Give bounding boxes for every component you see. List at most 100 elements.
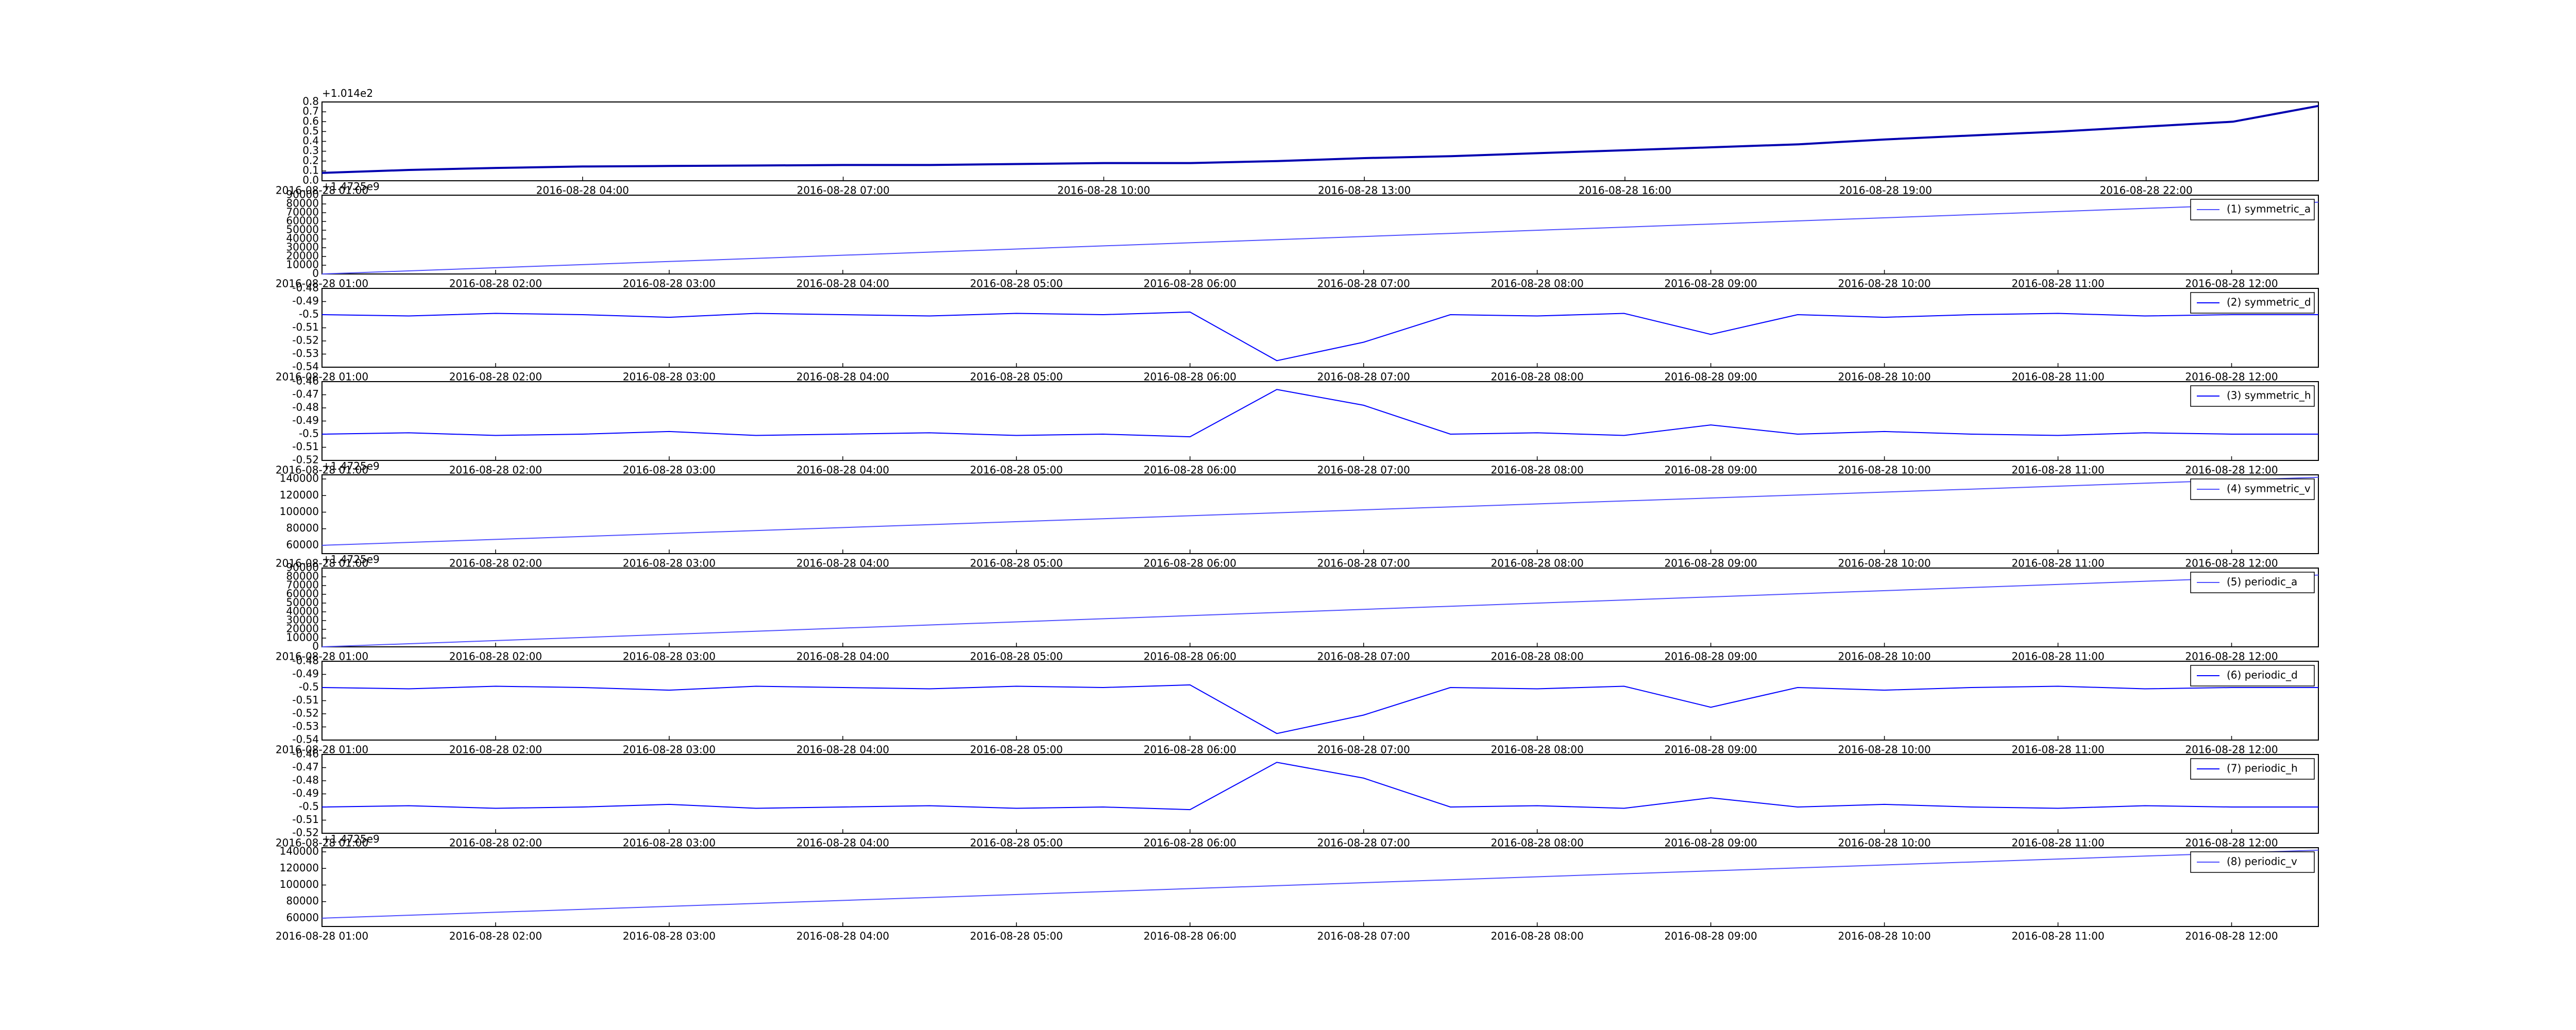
- x-tick-label: 2016-08-28 05:00: [970, 278, 1063, 290]
- x-tick-label: 2016-08-28 12:00: [2185, 464, 2278, 476]
- x-tick-label: 2016-08-28 02:00: [449, 278, 542, 290]
- x-tick-label: 2016-08-28 02:00: [449, 744, 542, 756]
- subplot: -0.54-0.53-0.52-0.51-0.5-0.49-0.48 2016-0…: [276, 655, 2319, 756]
- x-tick-label: 2016-08-28 07:00: [796, 184, 889, 197]
- subplot: -0.54-0.53-0.52-0.51-0.5-0.49-0.48 2016-0…: [276, 282, 2319, 383]
- x-tick-label: 2016-08-28 10:00: [1838, 837, 1930, 849]
- y-tick-label: 0.0: [302, 174, 319, 186]
- offset-text: +1.4725e9: [322, 833, 380, 845]
- x-tick-label: 2016-08-28 11:00: [2011, 278, 2104, 290]
- series-line: [321, 762, 2318, 811]
- legend-label: (8) periodic_v: [2227, 855, 2297, 868]
- y-tick-label: 30000: [286, 614, 319, 626]
- x-tick-label: 2016-08-28 08:00: [1491, 464, 1584, 476]
- x-tick-label: 2016-08-28 01:00: [276, 744, 368, 756]
- x-tick-label: 2016-08-28 12:00: [2185, 557, 2278, 570]
- offset-text: +1.4725e9: [322, 553, 380, 565]
- x-tick-label: 2016-08-28 02:00: [449, 464, 542, 476]
- y-tick-label: -0.49: [292, 667, 319, 680]
- x-tick-label: 2016-08-28 02:00: [449, 650, 542, 663]
- x-tick-label: 2016-08-28 12:00: [2185, 650, 2278, 663]
- y-tick-label: 140000: [280, 845, 319, 857]
- x-tick-label: 2016-08-28 10:00: [1838, 744, 1930, 756]
- x-tick-label: 2016-08-28 07:00: [1317, 557, 1410, 570]
- y-tick-label: 50000: [286, 224, 319, 236]
- y-tick-label: 0.3: [302, 144, 319, 157]
- x-tick-label: 2016-08-28 08:00: [1491, 557, 1584, 570]
- x-tick-label: 2016-08-28 04:00: [796, 744, 889, 756]
- x-tick-label: 2016-08-28 02:00: [449, 930, 542, 942]
- y-tick-label: 80000: [286, 197, 319, 210]
- x-tick-label: 2016-08-28 06:00: [1144, 837, 1236, 849]
- subplot: 0100002000030000400005000060000700008000…: [276, 553, 2319, 663]
- x-tick-label: 2016-08-28 12:00: [2185, 744, 2278, 756]
- x-tick-label: 2016-08-28 03:00: [623, 650, 716, 663]
- x-tick-label: 2016-08-28 01:00: [276, 557, 368, 570]
- x-tick-label: 2016-08-28 12:00: [2185, 837, 2278, 849]
- x-tick-label: 2016-08-28 06:00: [1144, 930, 1236, 942]
- y-tick-label: 60000: [286, 215, 319, 227]
- y-tick-label: 80000: [286, 522, 319, 534]
- x-tick-label: 2016-08-28 11:00: [2011, 464, 2104, 476]
- y-tick-label: 100000: [280, 505, 319, 518]
- y-tick-label: -0.48: [292, 774, 319, 786]
- y-tick-label: 20000: [286, 250, 319, 262]
- plot-frame: [321, 568, 2319, 647]
- plot-frame: [321, 195, 2319, 274]
- x-tick-label: 2016-08-28 19:00: [1839, 184, 1932, 197]
- x-tick-label: 2016-08-28 08:00: [1491, 837, 1584, 849]
- series-line: [321, 389, 2318, 438]
- x-tick-label: 2016-08-28 11:00: [2011, 837, 2104, 849]
- x-tick-label: 2016-08-28 01:00: [276, 184, 368, 197]
- y-tick-label: -0.49: [292, 414, 319, 426]
- y-tick-label: 50000: [286, 596, 319, 609]
- y-tick-label: 30000: [286, 241, 319, 253]
- x-tick-label: 2016-08-28 07:00: [1317, 371, 1410, 383]
- x-tick-label: 2016-08-28 03:00: [623, 744, 716, 756]
- x-tick-label: 2016-08-28 11:00: [2011, 371, 2104, 383]
- plot-frame: [321, 474, 2319, 554]
- offset-text: +1.4725e9: [322, 180, 380, 193]
- y-tick-label: -0.5: [299, 427, 319, 440]
- y-tick-label: -0.51: [292, 440, 319, 453]
- y-tick-label: 70000: [286, 206, 319, 218]
- y-tick-label: 40000: [286, 605, 319, 617]
- y-tick-label: 90000: [286, 188, 319, 201]
- subplot: 0100002000030000400005000060000700008000…: [276, 180, 2319, 290]
- plot-frame: [321, 381, 2319, 461]
- x-tick-label: 2016-08-28 10:00: [1838, 278, 1930, 290]
- x-tick-label: 2016-08-28 06:00: [1144, 371, 1236, 383]
- y-tick-label: 120000: [280, 862, 319, 874]
- x-tick-label: 2016-08-28 12:00: [2185, 930, 2278, 942]
- y-tick-label: -0.48: [292, 655, 319, 667]
- legend-label: (1) symmetric_a: [2227, 203, 2311, 215]
- series-line: [321, 476, 2319, 546]
- y-tick-label: 10000: [286, 259, 319, 271]
- legend-label: (6) periodic_d: [2227, 669, 2298, 681]
- x-tick-label: 2016-08-28 05:00: [970, 464, 1063, 476]
- x-tick-label: 2016-08-28 04:00: [796, 464, 889, 476]
- x-tick-label: 2016-08-28 03:00: [623, 278, 716, 290]
- y-tick-label: 70000: [286, 579, 319, 591]
- series-line: [321, 849, 2319, 919]
- y-tick-label: 0.5: [302, 125, 319, 137]
- plot-frame: [321, 288, 2319, 368]
- x-tick-label: 2016-08-28 11:00: [2011, 744, 2104, 756]
- x-tick-label: 2016-08-28 09:00: [1665, 371, 1757, 383]
- x-tick-label: 2016-08-28 10:00: [1838, 557, 1930, 570]
- x-tick-label: 2016-08-28 04:00: [796, 557, 889, 570]
- x-tick-label: 2016-08-28 07:00: [1317, 650, 1410, 663]
- y-tick-label: 0: [312, 267, 319, 280]
- y-tick-label: -0.46: [292, 748, 319, 760]
- x-tick-label: 2016-08-28 09:00: [1665, 278, 1757, 290]
- y-tick-label: -0.51: [292, 813, 319, 826]
- y-tick-label: -0.5: [299, 308, 319, 320]
- x-tick-label: 2016-08-28 10:00: [1838, 464, 1930, 476]
- legend-label: (7) periodic_h: [2227, 762, 2298, 775]
- x-tick-label: 2016-08-28 12:00: [2185, 371, 2278, 383]
- y-tick-label: -0.53: [292, 720, 319, 732]
- x-tick-label: 2016-08-28 02:00: [449, 837, 542, 849]
- y-tick-label: 10000: [286, 631, 319, 644]
- x-tick-label: 2016-08-28 04:00: [796, 371, 889, 383]
- subplot: -0.52-0.51-0.5-0.49-0.48-0.47-0.46 2016-0…: [276, 375, 2319, 476]
